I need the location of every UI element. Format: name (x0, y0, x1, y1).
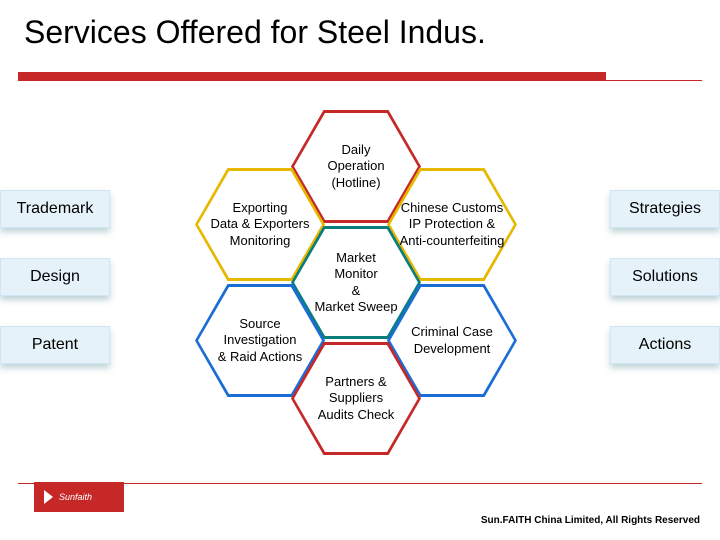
right-box-label: Solutions (632, 268, 698, 286)
title-rule-thick (18, 72, 606, 80)
slide-title: Services Offered for Steel Indus. (24, 14, 486, 51)
honeycomb: Daily Operation (Hotline)Exporting Data … (165, 110, 545, 470)
left-column: Trademark Design Patent (0, 190, 110, 364)
right-box-solutions: Solutions (610, 258, 720, 296)
right-box-strategies: Strategies (610, 190, 720, 228)
copyright-text: Sun.FAITH China Limited, All Rights Rese… (481, 515, 700, 526)
hex-label: Exporting Data & Exporters Monitoring (205, 196, 316, 253)
left-box-trademark: Trademark (0, 190, 110, 228)
right-box-label: Strategies (629, 200, 701, 218)
hex-label: Daily Operation (Hotline) (321, 138, 390, 195)
hex-label: Chinese Customs IP Protection & Anti-cou… (394, 196, 511, 253)
left-box-design: Design (0, 258, 110, 296)
left-box-label: Patent (32, 336, 78, 354)
left-box-patent: Patent (0, 326, 110, 364)
logo-text: Sunfaith (59, 492, 92, 502)
hex-label: Criminal Case Development (405, 320, 499, 361)
hex-label: Partners & Suppliers Audits Check (312, 370, 401, 427)
title-rule-thin (18, 80, 702, 81)
sunfaith-logo: Sunfaith (34, 482, 124, 512)
right-box-label: Actions (639, 336, 691, 354)
right-box-actions: Actions (610, 326, 720, 364)
slide-root: Services Offered for Steel Indus. Tradem… (0, 0, 720, 540)
hex-label: Market Monitor & Market Sweep (308, 246, 403, 319)
right-column: Strategies Solutions Actions (610, 190, 720, 364)
left-box-label: Design (30, 268, 80, 286)
hex-label: Source Investigation & Raid Actions (212, 312, 309, 369)
left-box-label: Trademark (17, 200, 94, 218)
